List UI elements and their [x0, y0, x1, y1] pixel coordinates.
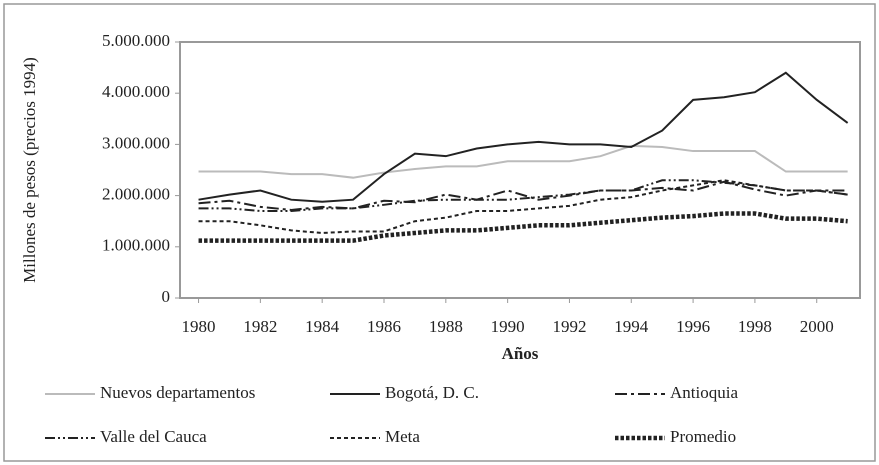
- series-line: [198, 144, 848, 179]
- x-tick-label: 1980: [182, 317, 216, 336]
- legend-label: Meta: [385, 427, 420, 446]
- x-tick-label: 1992: [552, 317, 586, 336]
- y-tick-label: 0: [162, 287, 171, 306]
- chart-frame: [3, 3, 876, 462]
- legend-label: Bogotá, D. C.: [385, 383, 479, 402]
- y-tick-label: 4.000.000: [102, 82, 170, 101]
- legend-label: Antioquia: [670, 383, 738, 402]
- series-line: [198, 180, 848, 211]
- x-tick-label: 2000: [800, 317, 834, 336]
- x-tick-label: 1994: [614, 317, 649, 336]
- x-tick-label: 1982: [243, 317, 277, 336]
- y-tick-label: 2.000.000: [102, 185, 170, 204]
- series-line: [198, 179, 848, 234]
- legend-label: Promedio: [670, 427, 736, 446]
- y-tick-label: 5.000.000: [102, 31, 170, 50]
- y-tick-label: 3.000.000: [102, 133, 170, 152]
- x-axis-label: Años: [502, 344, 539, 363]
- x-tick-label: 1986: [367, 317, 401, 336]
- x-tick-label: 1990: [491, 317, 525, 336]
- x-tick-label: 1998: [738, 317, 772, 336]
- legend-label: Valle del Cauca: [100, 427, 207, 446]
- x-tick-label: 1988: [429, 317, 463, 336]
- legend-label: Nuevos departamentos: [100, 383, 255, 402]
- plot-area: [179, 41, 861, 299]
- y-tick-label: 1.000.000: [102, 236, 170, 255]
- series-line: [198, 71, 849, 203]
- y-axis-label: Millones de pesos (precios 1994): [20, 57, 39, 283]
- series-line: [198, 211, 848, 243]
- x-tick-label: 1996: [676, 317, 710, 336]
- x-tick-label: 1984: [305, 317, 340, 336]
- series-line: [198, 179, 848, 212]
